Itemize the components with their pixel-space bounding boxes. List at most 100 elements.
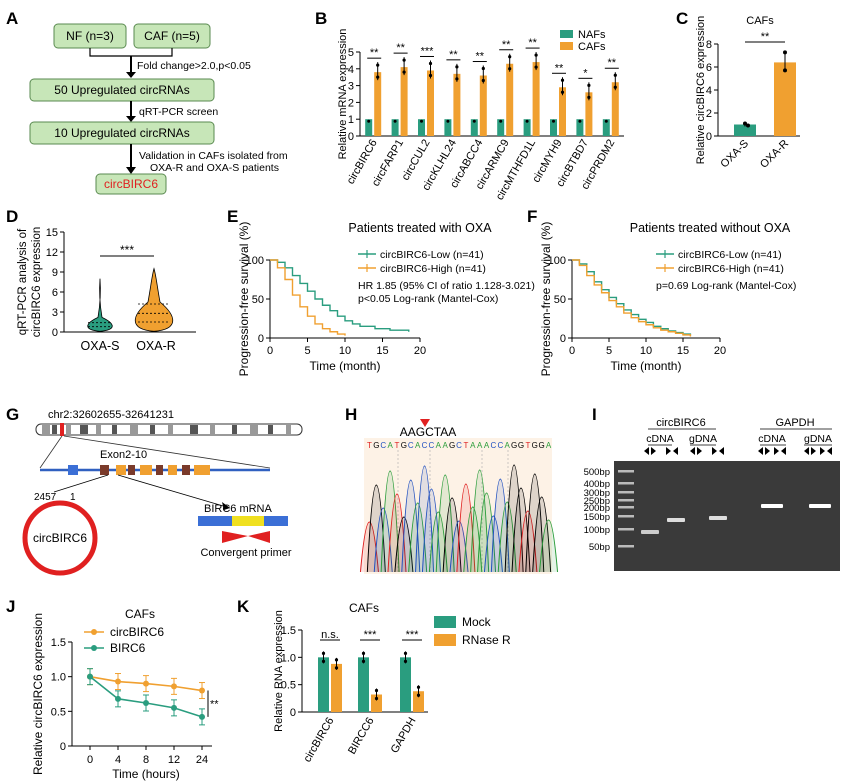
step-3-label-line2: OXA-R and OXA-S patients	[150, 162, 279, 174]
y-tick-label: 6	[52, 287, 58, 299]
y-axis-label: Relative RNA expression	[273, 610, 285, 732]
primer-left	[248, 531, 270, 543]
circrna-label: circBIRC6	[33, 531, 87, 545]
bar-naf	[470, 119, 478, 136]
mrna-label: BIRC6 mRNA	[204, 503, 273, 515]
survival-curve-0	[572, 259, 692, 336]
data-point	[334, 658, 339, 662]
y-tick-label: 2	[706, 108, 712, 120]
y-tick-label: 6	[706, 62, 712, 74]
significance-label: **	[528, 37, 537, 49]
data-point	[367, 119, 371, 123]
ladder-band	[618, 506, 634, 509]
significance-label: **	[555, 62, 564, 74]
panel-i-gel: circBIRC6 GAPDH cDNA gDNA cDNA gDNA 500b…	[584, 417, 840, 571]
base-letter: T	[367, 441, 372, 450]
panel-letter-a: A	[6, 9, 18, 28]
significance-label: ***	[120, 243, 134, 257]
x-axis-label: Time (month)	[611, 359, 682, 373]
lane-cdna-2: cDNA	[758, 433, 785, 445]
ladder-band	[618, 545, 634, 548]
step-1-label: Fold change>2.0,p<0.05	[137, 60, 251, 72]
data-point	[374, 696, 379, 701]
base-letter: G	[539, 441, 545, 450]
primer-icon-divergent	[804, 447, 809, 455]
data-point	[455, 65, 459, 69]
panel-c-bar-chart: 0 2 4 6 8 CAFs Relative circBIRC6 expression OX…	[695, 15, 800, 171]
exon-block	[156, 465, 163, 475]
base-letter: A	[443, 441, 449, 450]
significance-label: *	[583, 67, 588, 79]
exon-block	[116, 465, 126, 475]
significance-label: **	[449, 49, 458, 61]
x-tick-label: 20	[714, 345, 726, 357]
y-tick-label: 1.5	[51, 637, 66, 649]
data-point	[143, 680, 149, 687]
data-point	[402, 70, 406, 74]
panel-letter-b: B	[315, 9, 327, 28]
step-3-label-line1: Validation in CAFs isolated from	[139, 150, 288, 162]
violin-oxa-r	[134, 267, 174, 332]
data-point	[428, 61, 433, 66]
bar-caf	[374, 72, 382, 136]
legend-label-nafs: NAFs	[578, 29, 606, 41]
nf-box-label: NF (n=3)	[66, 29, 114, 43]
base-letter: C	[408, 441, 414, 450]
y-tick-label: 0	[348, 131, 354, 143]
y-tick-label: 50	[252, 294, 264, 306]
data-point	[508, 67, 512, 71]
data-point	[416, 685, 421, 689]
data-point	[613, 73, 617, 77]
gel-band	[761, 504, 783, 508]
ideogram-band	[232, 425, 237, 434]
circbirc6-box-label: circBIRC6	[104, 177, 158, 191]
y-tick-label: 4	[348, 64, 354, 76]
panel-letter-i: I	[592, 405, 597, 424]
trace-peak	[359, 521, 379, 573]
bar-naf	[497, 119, 505, 136]
violin-oxa-s	[87, 278, 113, 332]
y-tick-label: 0	[560, 333, 566, 345]
base-letter: G	[532, 441, 538, 450]
x-tick-label: 5	[606, 345, 612, 357]
y-axis-label: Relative circBIRC6 expression	[695, 16, 707, 165]
gel-band	[709, 516, 727, 520]
base-letter: A	[387, 441, 393, 450]
legend-swatch-nafs	[560, 30, 573, 38]
lane-cdna-1: cDNA	[646, 433, 673, 445]
junction-sequence: AAGCTAA	[400, 425, 456, 439]
chart-title: CAFs	[125, 607, 155, 621]
trace-peak	[470, 469, 490, 573]
ladder-label: 250bp	[584, 496, 610, 507]
trace-peak	[539, 519, 559, 573]
gel-header-gapdh: GAPDH	[775, 417, 814, 429]
primer-right	[222, 531, 248, 543]
ladder-band	[618, 482, 634, 485]
y-tick-label: 0.5	[51, 706, 66, 718]
trace-peak	[449, 520, 469, 573]
base-letter: A	[546, 441, 552, 450]
x-tick-label: 0	[267, 345, 273, 357]
significance-label: ***	[421, 45, 435, 57]
upregulated-10-box	[29, 121, 215, 145]
panel-letter-g: G	[6, 405, 19, 424]
y-tick-label: 15	[46, 227, 58, 239]
ideogram-band	[112, 425, 117, 434]
legend-label-rnase-r: RNase R	[462, 633, 511, 647]
panel-letter-k: K	[237, 597, 250, 616]
x-tick-label: OXA-R	[136, 339, 176, 353]
base-letter: A	[505, 441, 511, 450]
bar-caf	[506, 63, 514, 137]
data-point	[87, 673, 93, 680]
caf-box-label: CAF (n=5)	[144, 29, 200, 43]
bar-naf	[550, 119, 557, 136]
x-tick-label: 15	[677, 345, 689, 357]
data-point	[560, 90, 565, 94]
data-point	[446, 119, 450, 123]
x-tick-label: BIRCC6	[346, 716, 377, 757]
primer-icon-divergent	[758, 447, 763, 455]
data-point	[428, 73, 433, 78]
data-point	[481, 78, 485, 83]
panel-e-survival-chart: 0 50 100 0 5 10 15 20 Time (month) Progression-fr…	[237, 221, 535, 376]
